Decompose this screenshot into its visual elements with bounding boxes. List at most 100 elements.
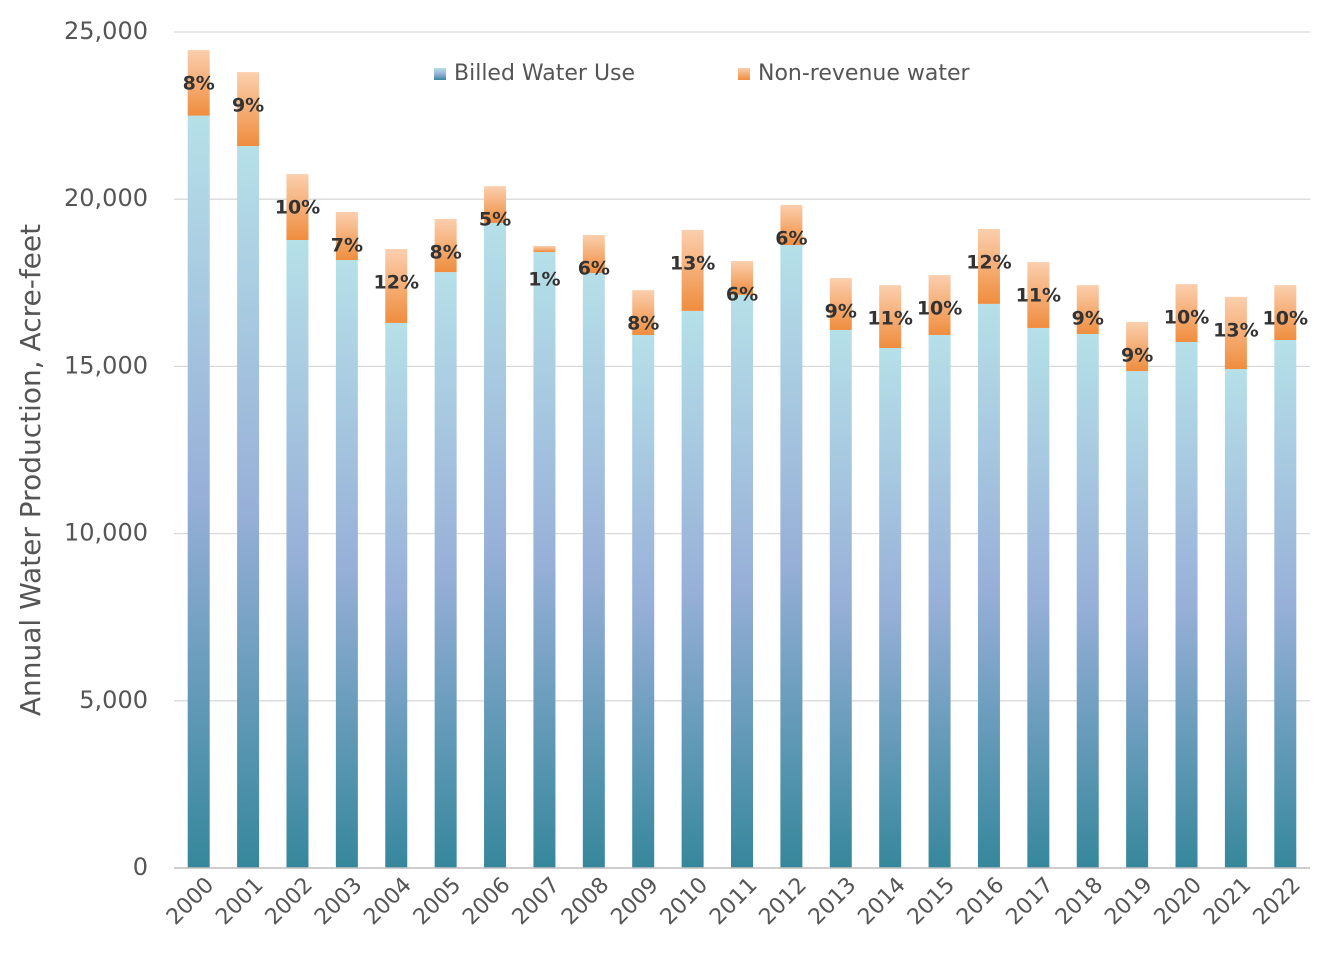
legend-label: Billed Water Use bbox=[454, 61, 635, 86]
x-tick-label: 2021 bbox=[1199, 873, 1256, 930]
bar-segment bbox=[533, 252, 556, 868]
x-tick-label: 2004 bbox=[359, 873, 416, 930]
percent-label: 6% bbox=[578, 257, 610, 279]
percent-label: 12% bbox=[374, 272, 419, 294]
legend-swatch bbox=[434, 68, 446, 80]
x-tick-label: 2022 bbox=[1249, 873, 1306, 930]
bar-segment bbox=[1274, 339, 1297, 868]
x-tick-label: 2007 bbox=[508, 873, 565, 930]
bar-segment bbox=[237, 146, 260, 868]
bar-segment bbox=[928, 334, 951, 868]
x-tick-label: 2006 bbox=[458, 873, 515, 930]
percent-label: 10% bbox=[1263, 308, 1308, 330]
x-tick-label: 2011 bbox=[705, 873, 762, 930]
bar-segment bbox=[237, 72, 260, 147]
bar-segment bbox=[385, 249, 408, 323]
x-tick-label: 2013 bbox=[804, 873, 861, 930]
bar-segment bbox=[187, 115, 210, 869]
x-tick-label: 2012 bbox=[755, 873, 812, 930]
bar-segment bbox=[582, 234, 605, 274]
y-tick-label: 5,000 bbox=[79, 686, 148, 714]
bar-segment bbox=[335, 211, 358, 261]
bar-segment bbox=[879, 348, 902, 868]
bar-segment bbox=[582, 273, 605, 868]
x-tick-label: 2014 bbox=[853, 873, 910, 930]
y-axis-title: Annual Water Production, Acre-feet bbox=[14, 224, 47, 716]
bar-segment bbox=[187, 50, 210, 116]
percent-label: 5% bbox=[479, 209, 511, 231]
percent-label: 8% bbox=[627, 313, 659, 335]
bar-segment bbox=[434, 218, 457, 273]
x-tick-label: 2019 bbox=[1100, 873, 1157, 930]
x-tick-label: 2000 bbox=[162, 873, 219, 930]
bar-segment bbox=[731, 261, 753, 295]
percent-label: 12% bbox=[966, 251, 1011, 273]
percent-label: 10% bbox=[1164, 307, 1209, 329]
percent-label: 9% bbox=[1072, 308, 1104, 330]
bar-segment bbox=[1224, 296, 1247, 370]
x-tick-label: 2017 bbox=[1002, 873, 1059, 930]
bar-segment bbox=[1274, 285, 1297, 340]
bar-segment bbox=[385, 322, 408, 869]
bar-segment bbox=[335, 260, 358, 868]
bar-segment bbox=[286, 239, 309, 868]
percent-label: 8% bbox=[430, 241, 462, 263]
bar-segment bbox=[681, 229, 704, 311]
x-tick-label: 2009 bbox=[606, 873, 663, 930]
x-tick-label: 2016 bbox=[952, 873, 1009, 930]
bar-segment bbox=[1224, 369, 1247, 868]
percent-label: 9% bbox=[1121, 344, 1153, 366]
bar-segment bbox=[879, 285, 902, 349]
percent-label: 9% bbox=[825, 301, 857, 323]
percent-label: 6% bbox=[775, 227, 807, 249]
bar-segment bbox=[484, 222, 507, 869]
bar-segment bbox=[484, 186, 507, 223]
x-tick-label: 2015 bbox=[903, 873, 960, 930]
bar-segment bbox=[1027, 262, 1050, 328]
y-tick-label: 15,000 bbox=[64, 351, 148, 379]
legend-swatch bbox=[738, 68, 750, 80]
percent-label: 8% bbox=[183, 73, 215, 95]
bar-segment bbox=[1076, 285, 1099, 334]
bar-segment bbox=[632, 290, 655, 335]
bar-segment bbox=[780, 245, 803, 868]
bar-segment bbox=[977, 303, 1000, 868]
bar-segment bbox=[434, 272, 457, 868]
y-tick-label: 10,000 bbox=[64, 519, 148, 547]
bar-segment bbox=[681, 310, 704, 868]
percent-label: 10% bbox=[275, 197, 320, 219]
x-tick-label: 2008 bbox=[557, 873, 614, 930]
bar-segment bbox=[1175, 284, 1198, 342]
x-tick-label: 2005 bbox=[409, 873, 466, 930]
bar-segment bbox=[1126, 321, 1149, 372]
bar-segment bbox=[731, 294, 753, 869]
bar-segment bbox=[928, 275, 951, 335]
bar-segment bbox=[829, 278, 852, 330]
bar-segment bbox=[533, 246, 556, 253]
bar-segment bbox=[632, 334, 655, 868]
y-tick-label: 25,000 bbox=[64, 17, 148, 45]
percent-label: 13% bbox=[670, 252, 715, 274]
bar-segment bbox=[1126, 371, 1149, 868]
percent-label: 7% bbox=[331, 234, 363, 256]
bar-segment bbox=[780, 204, 803, 246]
bar-segment bbox=[1076, 333, 1099, 868]
bar-segment bbox=[1027, 327, 1050, 869]
x-tick-label: 2018 bbox=[1051, 873, 1108, 930]
legend-label: Non-revenue water bbox=[758, 61, 971, 86]
x-tick-label: 2020 bbox=[1150, 873, 1207, 930]
bar-segment bbox=[1175, 341, 1198, 869]
percent-label: 9% bbox=[232, 95, 264, 117]
x-tick-label: 2002 bbox=[261, 873, 318, 930]
x-tick-label: 2010 bbox=[656, 873, 713, 930]
x-tick-label: 2001 bbox=[211, 873, 268, 930]
bar-segment bbox=[977, 228, 1000, 304]
x-tick-label: 2003 bbox=[310, 873, 367, 930]
bar-segment bbox=[286, 174, 309, 240]
percent-label: 11% bbox=[1016, 285, 1061, 307]
percent-label: 10% bbox=[917, 298, 962, 320]
percent-label: 1% bbox=[528, 269, 560, 291]
y-tick-label: 20,000 bbox=[64, 184, 148, 212]
percent-label: 13% bbox=[1213, 319, 1258, 341]
